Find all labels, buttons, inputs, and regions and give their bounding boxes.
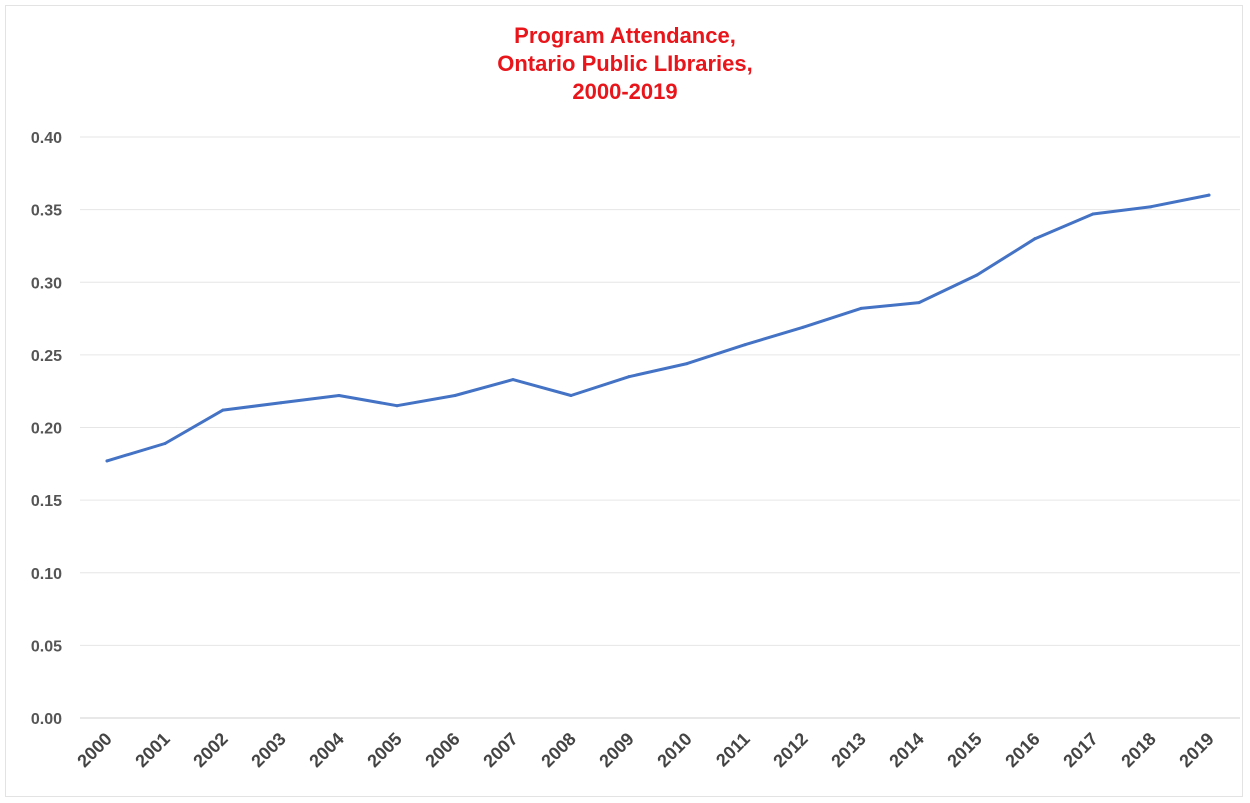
series-group bbox=[105, 193, 1211, 463]
x-tick-label: 2018 bbox=[1117, 729, 1159, 771]
y-axis-ticks: 0.00 0.05 0.10 0.15 0.20 0.25 0.30 0.35 0.40 bbox=[31, 130, 62, 728]
x-tick-label: 2000 bbox=[73, 729, 115, 771]
x-tick-label: 2001 bbox=[131, 729, 173, 771]
x-tick-label: 2013 bbox=[827, 729, 869, 771]
data-point-2002 bbox=[221, 408, 225, 412]
data-point-2014 bbox=[917, 301, 921, 305]
data-point-2013 bbox=[859, 306, 863, 310]
x-tick-label: 2003 bbox=[247, 729, 289, 771]
y-tick-label: 0.25 bbox=[31, 348, 62, 365]
x-tick-label: 2015 bbox=[943, 729, 985, 771]
chart-title-line-1: Program Attendance, bbox=[514, 23, 736, 48]
x-tick-label: 2008 bbox=[537, 729, 579, 771]
y-tick-label: 0.05 bbox=[31, 638, 62, 655]
x-tick-label: 2011 bbox=[712, 729, 754, 771]
x-tick-label: 2005 bbox=[363, 729, 405, 771]
x-tick-label: 2010 bbox=[653, 729, 695, 771]
x-tick-label: 2016 bbox=[1001, 729, 1043, 771]
chart-title-line-3: 2000-2019 bbox=[572, 79, 678, 104]
chart-title-line-2: Ontario Public LIbraries, bbox=[497, 51, 753, 76]
data-point-2000 bbox=[105, 459, 109, 463]
y-tick-label: 0.15 bbox=[31, 493, 62, 510]
data-point-2018 bbox=[1149, 205, 1153, 209]
series-line bbox=[105, 193, 1211, 463]
y-tick-label: 0.10 bbox=[31, 566, 62, 583]
data-point-2008 bbox=[569, 394, 573, 398]
x-tick-label: 2017 bbox=[1059, 729, 1101, 771]
data-point-2015 bbox=[975, 273, 979, 277]
y-tick-label: 0.00 bbox=[31, 711, 62, 728]
data-point-2003 bbox=[279, 401, 283, 405]
data-point-2012 bbox=[801, 325, 805, 329]
data-point-2006 bbox=[453, 394, 457, 398]
chart-title: Program Attendance, Ontario Public LIbra… bbox=[0, 22, 1250, 106]
data-point-2010 bbox=[685, 362, 689, 366]
x-tick-label: 2014 bbox=[885, 729, 927, 771]
x-tick-label: 2012 bbox=[769, 729, 811, 771]
data-point-2004 bbox=[337, 394, 341, 398]
data-point-2001 bbox=[163, 441, 167, 445]
x-axis-ticks: 2000 2001 2002 2003 2004 2005 2006 2007 2008 2009… bbox=[73, 729, 1217, 771]
data-point-2005 bbox=[395, 404, 399, 408]
x-tick-label: 2019 bbox=[1175, 729, 1217, 771]
data-point-2017 bbox=[1091, 212, 1095, 216]
y-tick-label: 0.40 bbox=[31, 130, 62, 147]
data-point-2007 bbox=[511, 378, 515, 382]
y-tick-label: 0.20 bbox=[31, 421, 62, 438]
data-point-2009 bbox=[627, 375, 631, 379]
x-tick-label: 2002 bbox=[189, 729, 231, 771]
x-tick-label: 2007 bbox=[479, 729, 521, 771]
y-tick-label: 0.35 bbox=[31, 203, 62, 220]
data-point-2011 bbox=[743, 343, 747, 347]
grid-lines bbox=[80, 136, 1240, 719]
data-point-2019 bbox=[1207, 193, 1211, 197]
x-tick-label: 2009 bbox=[595, 729, 637, 771]
y-tick-label: 0.30 bbox=[31, 275, 62, 292]
data-point-2016 bbox=[1033, 237, 1037, 241]
x-tick-label: 2004 bbox=[305, 729, 347, 771]
x-tick-label: 2006 bbox=[421, 729, 463, 771]
